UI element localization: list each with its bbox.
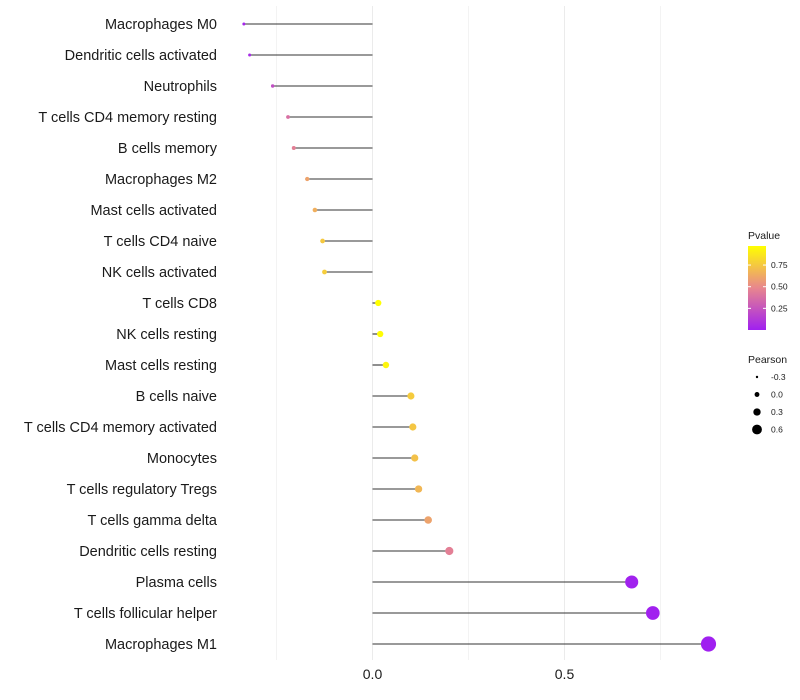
grid-layer	[276, 6, 661, 660]
category-label-9: T cells CD8	[142, 296, 217, 312]
category-label-8: NK cells activated	[102, 265, 217, 281]
point-20	[700, 636, 717, 652]
x-tick-label-1: 0.5	[555, 666, 575, 682]
pvalue-legend-ticks: 0.25 0.50 0.75	[748, 260, 788, 313]
category-label-19: T cells follicular helper	[74, 606, 217, 622]
point-10	[377, 330, 384, 338]
category-label-3: T cells CD4 memory resting	[38, 110, 217, 126]
pvalue-tick-label-0: 0.25	[771, 303, 788, 313]
pearson-legend-dot-2	[753, 408, 761, 416]
pvalue-tick-label-1: 0.50	[771, 282, 788, 292]
point-4	[291, 146, 296, 150]
category-label-10: NK cells resting	[116, 327, 217, 343]
x-axis-ticks: 0.0 0.5	[363, 666, 575, 682]
pearson-legend-title: Pearson	[748, 354, 787, 366]
pvalue-colorbar	[748, 246, 766, 330]
point-3	[286, 115, 290, 119]
point-13	[409, 423, 417, 431]
point-17	[445, 546, 454, 556]
category-label-1: Dendritic cells activated	[65, 48, 217, 64]
pearson-legend-label-2: 0.3	[771, 407, 783, 417]
category-label-17: Dendritic cells resting	[79, 544, 217, 560]
stem-layer	[243, 23, 709, 645]
point-8	[322, 269, 327, 275]
point-1	[248, 53, 252, 57]
category-label-6: Mast cells activated	[90, 203, 217, 219]
point-9	[375, 299, 382, 307]
pvalue-tick-label-2: 0.75	[771, 260, 788, 270]
category-label-4: B cells memory	[118, 141, 218, 157]
point-11	[382, 361, 390, 369]
point-2	[270, 84, 275, 88]
point-18	[625, 575, 639, 589]
category-label-16: T cells gamma delta	[88, 513, 218, 529]
category-label-0: Macrophages M0	[105, 17, 217, 33]
point-0	[242, 22, 246, 26]
pearson-legend-label-3: 0.6	[771, 425, 783, 435]
point-14	[411, 454, 419, 462]
point-16	[424, 516, 432, 524]
pearson-legend-dot-3	[752, 424, 762, 435]
category-label-20: Macrophages M1	[105, 637, 217, 653]
category-label-12: B cells naive	[136, 389, 217, 405]
category-label-2: Neutrophils	[144, 79, 217, 95]
category-label-18: Plasma cells	[136, 575, 217, 591]
category-label-14: Monocytes	[147, 451, 217, 467]
pearson-legend-dot-1	[754, 392, 760, 397]
dot-layer	[242, 22, 717, 652]
point-6	[312, 207, 318, 213]
point-5	[305, 176, 310, 182]
pearson-legend-dot-0	[755, 375, 759, 379]
point-7	[320, 238, 325, 244]
point-12	[407, 392, 415, 400]
category-labels: Macrophages M0 Dendritic cells activated N…	[24, 17, 218, 653]
category-label-11: Mast cells resting	[105, 358, 217, 374]
pearson-legend-entries: -0.3 0.0 0.3 0.6	[752, 372, 786, 435]
legend: Pvalue 0.25 0.50 0.75 Pearson -0.3 0.0 0.3 0.…	[748, 230, 788, 435]
pearson-legend-label-1: 0.0	[771, 390, 783, 400]
point-15	[414, 485, 423, 493]
category-label-15: T cells regulatory Tregs	[67, 482, 217, 498]
point-19	[645, 606, 660, 620]
x-tick-label-0: 0.0	[363, 666, 383, 682]
category-label-5: Macrophages M2	[105, 172, 217, 188]
pvalue-legend-title: Pvalue	[748, 230, 780, 242]
category-label-7: T cells CD4 naive	[104, 234, 217, 250]
pearson-legend-label-0: -0.3	[771, 372, 786, 382]
category-label-13: T cells CD4 memory activated	[24, 420, 217, 436]
